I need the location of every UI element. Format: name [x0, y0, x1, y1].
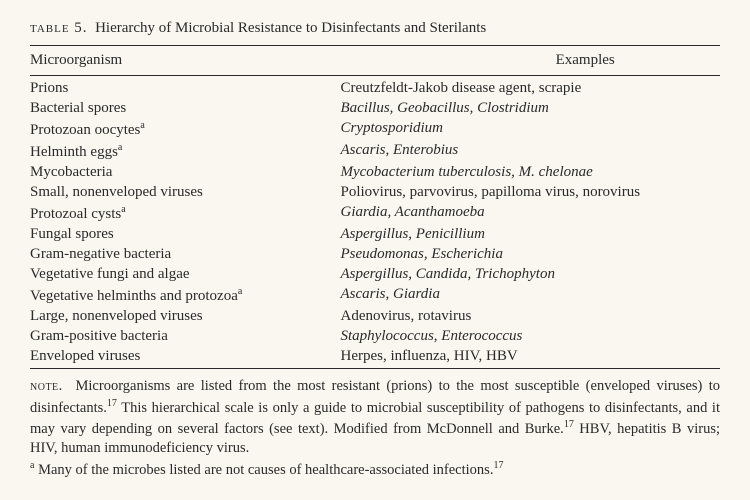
table-row: Gram-negative bacteriaPseudomonas, Esche… [30, 244, 720, 264]
header-examples: Examples [450, 48, 720, 73]
cell-microorganism: Vegetative helminths and protozoaa [30, 284, 341, 306]
cell-examples: Bacillus, Geobacillus, Clostridium [341, 98, 721, 118]
cell-examples: Staphylococcus, Enterococcus [341, 326, 721, 346]
table-row: PrionsCreutzfeldt-Jakob disease agent, s… [30, 78, 720, 98]
note-label: note. [30, 378, 63, 394]
table-title: table 5. Hierarchy of Microbial Resistan… [30, 20, 720, 37]
cell-microorganism: Protozoal cystsa [30, 202, 341, 224]
cell-microorganism: Vegetative fungi and algae [30, 264, 341, 284]
note-cite1: 17 [107, 398, 117, 409]
cell-microorganism: Prions [30, 78, 341, 98]
cell-microorganism: Helminth eggsa [30, 140, 341, 162]
cell-microorganism: Bacterial spores [30, 98, 341, 118]
table-row: Vegetative fungi and algaeAspergillus, C… [30, 264, 720, 284]
table-caption: Hierarchy of Microbial Resistance to Dis… [95, 20, 486, 36]
cell-examples: Aspergillus, Penicillium [341, 224, 721, 244]
table-row: Bacterial sporesBacillus, Geobacillus, C… [30, 98, 720, 118]
table-row: Large, nonenveloped virusesAdenovirus, r… [30, 306, 720, 326]
superscript-marker: a [140, 120, 144, 131]
table-row: Protozoal cystsaGiardia, Acanthamoeba [30, 202, 720, 224]
rule-bottom [30, 368, 720, 369]
superscript-marker: a [121, 204, 125, 215]
superscript-marker: a [118, 142, 122, 153]
table-row: Small, nonenveloped virusesPoliovirus, p… [30, 182, 720, 202]
resistance-table-body: PrionsCreutzfeldt-Jakob disease agent, s… [30, 78, 720, 366]
cell-examples: Ascaris, Enterobius [341, 140, 721, 162]
table-row: Gram-positive bacteriaStaphylococcus, En… [30, 326, 720, 346]
table-note: note. Microorganisms are listed from the… [30, 377, 720, 459]
cell-examples: Creutzfeldt-Jakob disease agent, scrapie [341, 78, 721, 98]
cell-examples: Pseudomonas, Escherichia [341, 244, 721, 264]
rule-top [30, 45, 720, 46]
cell-examples: Adenovirus, rotavirus [341, 306, 721, 326]
cell-examples: Mycobacterium tuberculosis, M. chelonae [341, 162, 721, 182]
note-cite2: 17 [564, 419, 574, 430]
cell-microorganism: Small, nonenveloped viruses [30, 182, 341, 202]
cell-microorganism: Large, nonenveloped viruses [30, 306, 341, 326]
cell-examples: Poliovirus, parvovirus, papilloma virus,… [341, 182, 721, 202]
footnote-text: Many of the microbes listed are not caus… [34, 462, 493, 478]
footnote-cite: 17 [493, 460, 503, 471]
cell-microorganism: Enveloped viruses [30, 346, 341, 366]
cell-microorganism: Fungal spores [30, 224, 341, 244]
cell-examples: Giardia, Acanthamoeba [341, 202, 721, 224]
cell-examples: Cryptosporidium [341, 118, 721, 140]
rule-mid [30, 75, 720, 76]
cell-microorganism: Protozoan oocytesa [30, 118, 341, 140]
header-row: Microorganism Examples [30, 48, 720, 73]
table-row: MycobacteriaMycobacterium tuberculosis, … [30, 162, 720, 182]
table-number: table 5. [30, 20, 88, 36]
table-footnote: a Many of the microbes listed are not ca… [30, 459, 720, 480]
cell-microorganism: Gram-negative bacteria [30, 244, 341, 264]
table-row: Vegetative helminths and protozoaaAscari… [30, 284, 720, 306]
header-microorganism: Microorganism [30, 48, 450, 73]
cell-examples: Ascaris, Giardia [341, 284, 721, 306]
table-row: Protozoan oocytesaCryptosporidium [30, 118, 720, 140]
cell-examples: Herpes, influenza, HIV, HBV [341, 346, 721, 366]
cell-examples: Aspergillus, Candida, Trichophyton [341, 264, 721, 284]
superscript-marker: a [238, 286, 242, 297]
cell-microorganism: Gram-positive bacteria [30, 326, 341, 346]
table-row: Fungal sporesAspergillus, Penicillium [30, 224, 720, 244]
table-row: Enveloped virusesHerpes, influenza, HIV,… [30, 346, 720, 366]
resistance-table: Microorganism Examples [30, 48, 720, 73]
cell-microorganism: Mycobacteria [30, 162, 341, 182]
table-row: Helminth eggsaAscaris, Enterobius [30, 140, 720, 162]
